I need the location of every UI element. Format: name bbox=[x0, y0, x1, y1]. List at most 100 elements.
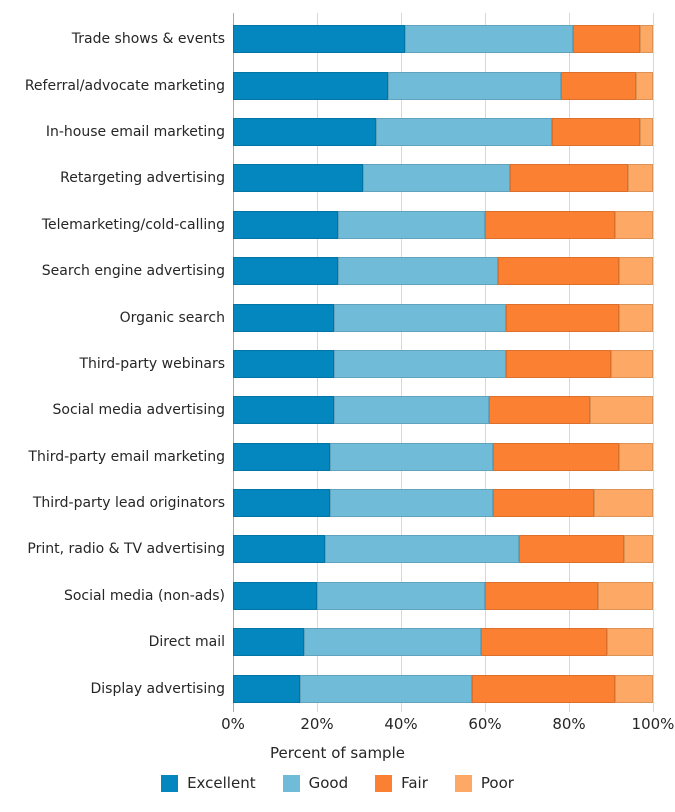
bar-segment-good bbox=[333, 396, 490, 425]
x-axis-ticks: 0% 20% 40% 60% 80% 100% bbox=[221, 715, 674, 735]
bar-row: In-house email marketing bbox=[0, 109, 675, 155]
bar-segment-good bbox=[333, 303, 506, 332]
bar-row: Referral/advocate marketing bbox=[0, 62, 675, 108]
bar-segment-fair bbox=[493, 442, 620, 471]
x-tick-label: 80% bbox=[552, 715, 586, 733]
bar-segment-fair bbox=[505, 349, 611, 378]
bar-segment-good bbox=[338, 210, 485, 239]
bar-row: Social media advertising bbox=[0, 387, 675, 433]
bar-segment-excellent bbox=[233, 628, 305, 657]
bar-segment-poor bbox=[619, 257, 653, 286]
bar-track bbox=[233, 303, 653, 332]
bar-track bbox=[233, 581, 653, 610]
bar-segment-fair bbox=[489, 396, 590, 425]
bar-segment-poor bbox=[623, 535, 653, 564]
bar-segment-poor bbox=[619, 303, 653, 332]
bar-segment-good bbox=[388, 71, 561, 100]
category-label: Third-party webinars bbox=[79, 355, 225, 372]
bar-segment-excellent bbox=[233, 442, 330, 471]
bar-row: Direct mail bbox=[0, 619, 675, 665]
bar-segment-poor bbox=[636, 71, 653, 100]
legend-item-fair: Fair bbox=[375, 774, 428, 792]
bar-segment-good bbox=[375, 117, 553, 146]
bar-segment-fair bbox=[497, 257, 620, 286]
bar-track bbox=[233, 489, 653, 518]
bar-segment-poor bbox=[615, 674, 653, 703]
bar-segment-fair bbox=[493, 489, 595, 518]
bar-track bbox=[233, 396, 653, 425]
bar-segment-excellent bbox=[233, 674, 301, 703]
legend-swatch-excellent bbox=[161, 774, 179, 792]
gridline bbox=[652, 13, 654, 712]
bar-segment-good bbox=[363, 164, 511, 193]
bar-segment-good bbox=[333, 349, 506, 378]
bar-track bbox=[233, 674, 653, 703]
bar-segment-fair bbox=[480, 628, 607, 657]
bar-segment-excellent bbox=[233, 257, 338, 286]
bar-row: Third-party lead originators bbox=[0, 480, 675, 526]
bar-track bbox=[233, 164, 653, 193]
legend-item-good: Good bbox=[282, 774, 348, 792]
bar-track bbox=[233, 257, 653, 286]
bar-segment-good bbox=[329, 489, 494, 518]
category-label: Referral/advocate marketing bbox=[24, 77, 225, 94]
category-label: Display advertising bbox=[90, 680, 226, 697]
category-label: Organic search bbox=[119, 309, 225, 326]
bar-track bbox=[233, 349, 653, 378]
bar-segment-poor bbox=[619, 442, 653, 471]
legend-swatch-fair bbox=[375, 774, 393, 792]
legend-label: Poor bbox=[480, 774, 514, 792]
category-label: Social media advertising bbox=[52, 402, 225, 419]
legend-label: Excellent bbox=[187, 774, 256, 792]
bar-row: Search engine advertising bbox=[0, 248, 675, 294]
bar-segment-fair bbox=[518, 535, 624, 564]
bar-segment-good bbox=[317, 581, 485, 610]
category-label: Trade shows & events bbox=[71, 31, 225, 48]
bar-rows: Trade shows & events Referral/advocate ma… bbox=[0, 16, 675, 712]
bar-segment-good bbox=[329, 442, 494, 471]
bar-row: Third-party webinars bbox=[0, 341, 675, 387]
bar-track bbox=[233, 535, 653, 564]
category-label: Third-party email marketing bbox=[28, 448, 225, 465]
bar-segment-fair bbox=[505, 303, 620, 332]
legend-item-excellent: Excellent bbox=[161, 774, 256, 792]
bar-segment-poor bbox=[594, 489, 653, 518]
bar-segment-fair bbox=[560, 71, 637, 100]
bar-row: Organic search bbox=[0, 294, 675, 340]
bar-segment-excellent bbox=[233, 117, 376, 146]
bar-track bbox=[233, 117, 653, 146]
x-tick-label: 0% bbox=[221, 715, 245, 733]
bar-segment-excellent bbox=[233, 396, 334, 425]
bar-segment-excellent bbox=[233, 164, 364, 193]
x-tick-label: 100% bbox=[631, 715, 675, 733]
category-label: Retargeting advertising bbox=[60, 170, 225, 187]
bar-segment-good bbox=[304, 628, 481, 657]
bar-row: Trade shows & events bbox=[0, 16, 675, 62]
category-label: Print, radio & TV advertising bbox=[27, 541, 225, 558]
bar-row: Telemarketing/cold-calling bbox=[0, 202, 675, 248]
bar-segment-poor bbox=[615, 210, 653, 239]
bar-segment-excellent bbox=[233, 535, 326, 564]
bar-segment-excellent bbox=[233, 210, 338, 239]
bar-segment-excellent bbox=[233, 349, 334, 378]
bar-segment-poor bbox=[610, 349, 653, 378]
legend-item-poor: Poor bbox=[454, 774, 514, 792]
bar-row: Display advertising bbox=[0, 665, 675, 711]
bar-segment-fair bbox=[485, 210, 616, 239]
bar-track bbox=[233, 210, 653, 239]
category-label: Direct mail bbox=[148, 634, 225, 651]
category-label: In-house email marketing bbox=[45, 123, 225, 140]
bar-segment-poor bbox=[589, 396, 653, 425]
bar-segment-excellent bbox=[233, 25, 406, 54]
bar-segment-excellent bbox=[233, 303, 334, 332]
x-tick-label: 40% bbox=[384, 715, 418, 733]
bar-segment-fair bbox=[485, 581, 599, 610]
bar-segment-poor bbox=[640, 117, 653, 146]
bar-row: Retargeting advertising bbox=[0, 155, 675, 201]
bar-row: Print, radio & TV advertising bbox=[0, 526, 675, 572]
bar-segment-fair bbox=[472, 674, 616, 703]
bar-segment-excellent bbox=[233, 71, 389, 100]
bar-segment-fair bbox=[552, 117, 641, 146]
legend: Excellent Good Fair Poor bbox=[0, 774, 675, 792]
